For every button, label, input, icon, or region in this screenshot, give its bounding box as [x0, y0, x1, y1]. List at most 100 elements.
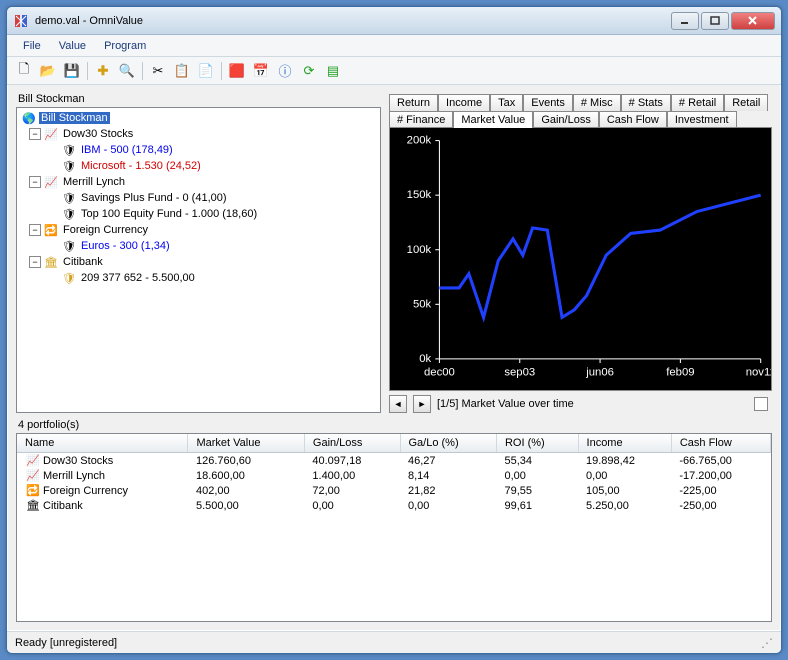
chart-nav: ◄ ► [1/5] Market Value over time: [389, 395, 772, 413]
tb-search-icon[interactable]: 🔍: [116, 60, 138, 82]
tab-investment[interactable]: Investment: [667, 111, 737, 128]
table-row[interactable]: 🏛Citibank5.500,000,000,0099,615.250,00-2…: [17, 498, 771, 513]
tb-add-icon[interactable]: ✚: [92, 60, 114, 82]
tree-root[interactable]: Bill Stockman: [39, 112, 110, 124]
content-area: Bill Stockman 🌎Bill Stockman −📈Dow30 Sto…: [7, 85, 781, 631]
tb-info-icon[interactable]: ⓘ: [274, 60, 296, 82]
portfolio-tree[interactable]: 🌎Bill Stockman −📈Dow30 Stocks 🛡IBM - 500…: [16, 107, 381, 413]
fund-icon: 🛡: [61, 192, 77, 205]
tb-open-icon[interactable]: 📂: [37, 60, 59, 82]
resize-grip-icon[interactable]: ⋰: [761, 636, 773, 650]
table-row[interactable]: 📈Dow30 Stocks126.760,6040.097,1846,2755,…: [17, 453, 771, 469]
col-header[interactable]: Ga/Lo (%): [400, 434, 496, 453]
tb-cut-icon[interactable]: ✂: [147, 60, 169, 82]
table-row[interactable]: 🔁Foreign Currency402,0072,0021,8279,5510…: [17, 483, 771, 498]
account-icon: 🛡: [61, 272, 77, 285]
market-value-chart: 0k50k100k150k200kdec00sep03jun06feb09nov…: [389, 127, 772, 391]
menubar: File Value Program: [7, 35, 781, 57]
tree-item[interactable]: Citibank: [61, 256, 105, 268]
table-row[interactable]: 📈Merrill Lynch18.600,001.400,008,140,000…: [17, 468, 771, 483]
tb-sheet-icon[interactable]: ▤: [322, 60, 344, 82]
tree-item[interactable]: Foreign Currency: [61, 224, 150, 236]
bank-icon: 🏛: [43, 256, 59, 269]
close-button[interactable]: [731, 12, 775, 30]
col-header[interactable]: Income: [578, 434, 671, 453]
expand-icon[interactable]: −: [29, 224, 41, 236]
tb-flag-icon[interactable]: 🟥: [226, 60, 248, 82]
minimize-button[interactable]: [671, 12, 699, 30]
tab-gain-loss[interactable]: Gain/Loss: [533, 111, 599, 128]
svg-text:feb09: feb09: [666, 366, 694, 378]
col-header[interactable]: ROI (%): [496, 434, 578, 453]
app-icon: [13, 13, 29, 29]
portfolio-table[interactable]: NameMarket ValueGain/LossGa/Lo (%)ROI (%…: [17, 434, 771, 513]
svg-text:200k: 200k: [407, 135, 432, 147]
col-header[interactable]: Market Value: [188, 434, 304, 453]
tab--misc[interactable]: # Misc: [573, 94, 621, 111]
svg-text:100k: 100k: [407, 244, 432, 256]
row-icon: 📈: [25, 469, 41, 482]
tab-income[interactable]: Income: [438, 94, 490, 111]
tabs-row-2: # FinanceMarket ValueGain/LossCash FlowI…: [389, 110, 772, 127]
maximize-button[interactable]: [701, 12, 729, 30]
titlebar[interactable]: demo.val - OmniValue: [7, 7, 781, 35]
expand-icon[interactable]: −: [29, 128, 41, 140]
tree-item[interactable]: Top 100 Equity Fund - 1.000 (18,60): [79, 208, 259, 220]
svg-text:50k: 50k: [413, 298, 432, 310]
tb-date-icon[interactable]: 📅: [250, 60, 272, 82]
col-header[interactable]: Name: [17, 434, 188, 453]
chart-next-button[interactable]: ►: [413, 395, 431, 413]
statusbar: Ready [unregistered] ⋰: [7, 631, 781, 653]
menu-value[interactable]: Value: [51, 38, 94, 54]
tab--finance[interactable]: # Finance: [389, 111, 453, 128]
tree-item[interactable]: IBM - 500 (178,49): [79, 144, 175, 156]
expand-icon[interactable]: −: [29, 176, 41, 188]
tb-refresh-icon[interactable]: ⟳: [298, 60, 320, 82]
chart-svg: 0k50k100k150k200kdec00sep03jun06feb09nov…: [390, 128, 771, 390]
chart-icon: 📈: [43, 176, 59, 189]
tab-cash-flow[interactable]: Cash Flow: [599, 111, 667, 128]
tb-save-icon[interactable]: 💾: [61, 60, 83, 82]
tab-events[interactable]: Events: [523, 94, 573, 111]
col-header[interactable]: Cash Flow: [671, 434, 770, 453]
chart-icon: 📈: [43, 128, 59, 141]
tree-item[interactable]: Euros - 300 (1,34): [79, 240, 172, 252]
stock-icon: 🛡: [61, 160, 77, 173]
row-icon: 📈: [25, 454, 41, 467]
chart-checkbox[interactable]: [754, 397, 768, 411]
tree-item[interactable]: Microsoft - 1.530 (24,52): [79, 160, 203, 172]
chart-panel: ReturnIncomeTaxEvents# Misc# Stats# Reta…: [389, 93, 772, 413]
tree-item[interactable]: Dow30 Stocks: [61, 128, 135, 140]
tab--stats[interactable]: # Stats: [621, 94, 671, 111]
row-icon: 🔁: [25, 484, 41, 497]
tab-retail[interactable]: Retail: [724, 94, 768, 111]
fund-icon: 🛡: [61, 208, 77, 221]
chart-nav-label: [1/5] Market Value over time: [437, 398, 574, 410]
table-panel: 4 portfolio(s) NameMarket ValueGain/Loss…: [16, 419, 772, 622]
svg-text:150k: 150k: [407, 189, 432, 201]
tree-panel: Bill Stockman 🌎Bill Stockman −📈Dow30 Sto…: [16, 93, 381, 413]
tab-return[interactable]: Return: [389, 94, 438, 111]
tree-item[interactable]: Savings Plus Fund - 0 (41,00): [79, 192, 229, 204]
tree-item[interactable]: 209 377 652 - 5.500,00: [79, 272, 197, 284]
col-header[interactable]: Gain/Loss: [304, 434, 400, 453]
euro-icon: 🛡: [61, 240, 77, 253]
tab-tax[interactable]: Tax: [490, 94, 523, 111]
currency-icon: 🔁: [43, 224, 59, 237]
tab-market-value[interactable]: Market Value: [453, 111, 533, 128]
menu-program[interactable]: Program: [96, 38, 154, 54]
tab--retail[interactable]: # Retail: [671, 94, 724, 111]
menu-file[interactable]: File: [15, 38, 49, 54]
tb-new-icon[interactable]: 🗋: [13, 60, 35, 82]
row-icon: 🏛: [25, 499, 41, 512]
svg-text:0k: 0k: [419, 353, 431, 365]
globe-icon: 🌎: [21, 112, 37, 125]
tb-paste-icon[interactable]: 📄: [195, 60, 217, 82]
tabs-row-1: ReturnIncomeTaxEvents# Misc# Stats# Reta…: [389, 93, 772, 110]
expand-icon[interactable]: −: [29, 256, 41, 268]
chart-prev-button[interactable]: ◄: [389, 395, 407, 413]
window-title: demo.val - OmniValue: [35, 15, 671, 27]
portfolio-count: 4 portfolio(s): [16, 419, 772, 431]
tree-item[interactable]: Merrill Lynch: [61, 176, 127, 188]
tb-copy-icon[interactable]: 📋: [171, 60, 193, 82]
